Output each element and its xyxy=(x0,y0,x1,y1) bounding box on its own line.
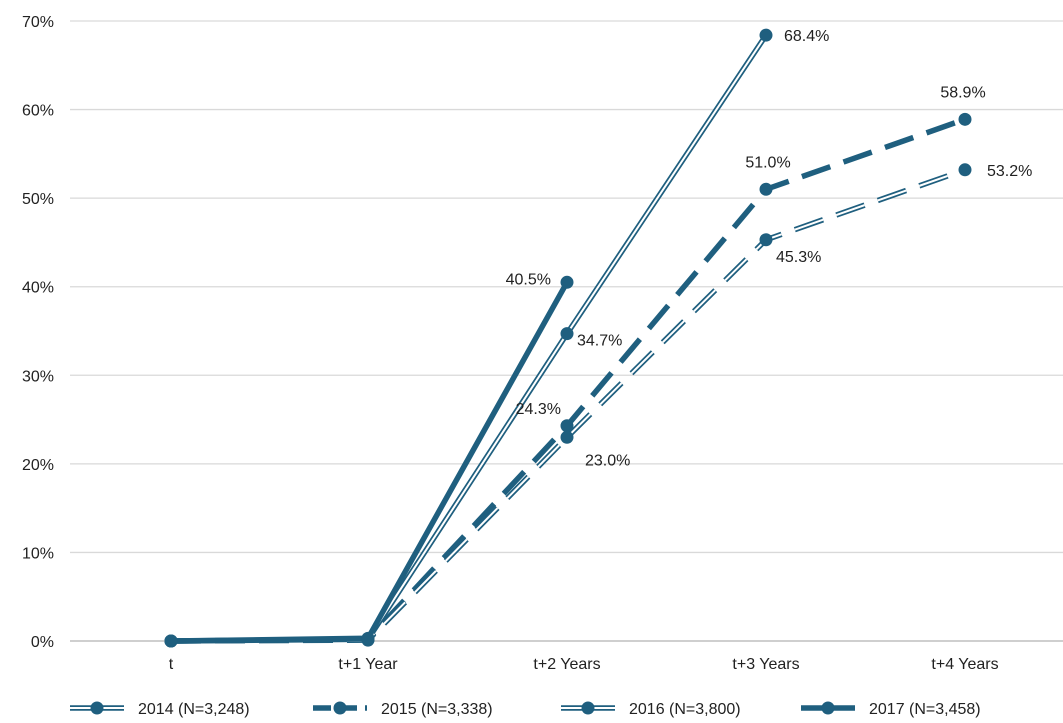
data-point xyxy=(164,634,178,648)
data-label: 23.0% xyxy=(585,452,630,469)
series-line-outline xyxy=(170,167,966,644)
legend-label: 2017 (N=3,458) xyxy=(869,701,981,718)
data-point xyxy=(560,275,574,289)
y-tick-label: 40% xyxy=(22,280,54,297)
data-point xyxy=(361,631,375,645)
legend-item: 2015 (N=3,338) xyxy=(313,701,493,718)
legend-marker xyxy=(581,701,595,715)
data-label: 34.7% xyxy=(577,333,622,350)
legend-label: 2015 (N=3,338) xyxy=(381,701,493,718)
series-2016 xyxy=(164,163,972,648)
data-point xyxy=(958,163,972,177)
series-2014 xyxy=(164,28,773,648)
data-labels: 34.7% 68.4% 24.3% 51.0% 58.9% 23.0% 45.3% 53.2%… xyxy=(506,28,1033,469)
legend-item: 2014 (N=3,248) xyxy=(70,701,250,718)
legend-label: 2014 (N=3,248) xyxy=(138,701,250,718)
y-tick-label: 60% xyxy=(22,103,54,120)
y-axis-tick-labels: 0% 10% 20% 30% 40% 50% 60% 70% xyxy=(22,14,54,651)
x-tick-label: t+3 Years xyxy=(732,656,799,673)
series-line-outline xyxy=(170,33,769,644)
legend-item: 2017 (N=3,458) xyxy=(801,701,981,718)
x-tick-label: t xyxy=(169,656,174,673)
legend-marker xyxy=(333,701,347,715)
series-line-inner xyxy=(170,168,966,642)
data-point xyxy=(759,182,773,196)
data-label: 45.3% xyxy=(776,249,821,266)
legend-item: 2016 (N=3,800) xyxy=(561,701,741,718)
y-tick-label: 20% xyxy=(22,457,54,474)
x-tick-label: t+2 Years xyxy=(533,656,600,673)
data-label: 58.9% xyxy=(940,84,985,101)
y-tick-label: 10% xyxy=(22,545,54,562)
data-label: 24.3% xyxy=(516,401,561,418)
legend-label: 2016 (N=3,800) xyxy=(629,701,741,718)
x-axis-tick-labels: t t+1 Year t+2 Years t+3 Years t+4 Years xyxy=(169,656,999,673)
series-layer xyxy=(164,28,972,648)
data-point xyxy=(759,28,773,42)
legend-marker xyxy=(821,701,835,715)
data-point xyxy=(560,430,574,444)
x-tick-label: t+4 Years xyxy=(931,656,998,673)
data-point xyxy=(958,112,972,126)
legend-marker xyxy=(90,701,104,715)
y-tick-label: 70% xyxy=(22,14,54,31)
series-2015 xyxy=(164,112,972,648)
x-tick-label: t+1 Year xyxy=(338,656,398,673)
y-tick-label: 30% xyxy=(22,368,54,385)
data-label: 53.2% xyxy=(987,163,1032,180)
series-line xyxy=(170,280,570,644)
data-point xyxy=(560,327,574,341)
data-label: 51.0% xyxy=(745,154,790,171)
data-label: 68.4% xyxy=(784,28,829,45)
data-point xyxy=(560,419,574,433)
legend: 2014 (N=3,248) 2015 (N=3,338) 2016 (N=3,80… xyxy=(70,701,981,718)
data-point xyxy=(759,233,773,247)
y-tick-label: 0% xyxy=(31,634,54,651)
series-2017 xyxy=(164,275,574,648)
data-label: 40.5% xyxy=(506,271,551,288)
series-line-inner xyxy=(170,34,767,642)
y-tick-label: 50% xyxy=(22,191,54,208)
